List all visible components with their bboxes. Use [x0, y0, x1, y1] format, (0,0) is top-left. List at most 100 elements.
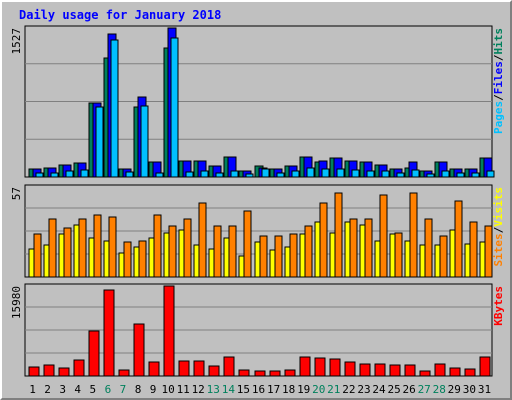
bar-sites-day-11 — [183, 218, 192, 278]
panel-top-legend: Pages/Files/Hits — [492, 28, 505, 134]
x-tick-label: 29 — [448, 383, 461, 396]
bar-pages-day-24 — [381, 170, 390, 178]
legend-separator: / — [492, 54, 505, 61]
bar-pages-day-27 — [426, 173, 435, 178]
bar-sites-day-20 — [319, 202, 328, 278]
x-tick-label: 2 — [44, 383, 51, 396]
bar-kbytes-day-24 — [374, 363, 386, 377]
bar-kbytes-day-26 — [404, 364, 416, 377]
bar-sites-day-25 — [394, 232, 403, 278]
x-tick-label: 27 — [418, 383, 431, 396]
x-tick-label: 28 — [433, 383, 446, 396]
bar-kbytes-day-9 — [148, 361, 160, 377]
x-tick-label: 6 — [105, 383, 112, 396]
bar-sites-day-24 — [379, 194, 388, 278]
bar-pages-day-2 — [50, 172, 59, 178]
series-sites — [33, 192, 493, 278]
bar-sites-day-15 — [243, 210, 252, 278]
bar-sites-day-22 — [349, 218, 358, 278]
bar-sites-day-18 — [289, 233, 298, 278]
bar-sites-day-27 — [424, 218, 433, 278]
bar-sites-day-23 — [364, 218, 373, 278]
bar-kbytes-day-8 — [133, 323, 145, 377]
bar-pages-day-17 — [276, 172, 285, 178]
bar-sites-day-30 — [469, 221, 478, 278]
bar-kbytes-day-2 — [43, 364, 55, 377]
bar-sites-day-4 — [78, 218, 87, 278]
bar-sites-day-28 — [439, 235, 448, 278]
x-tick-label: 10 — [161, 383, 174, 396]
x-tick-label: 21 — [327, 383, 340, 396]
series-visits — [28, 221, 488, 278]
x-tick-label: 30 — [463, 383, 476, 396]
panel-middle-ymax-label: 57 — [10, 187, 23, 200]
bar-kbytes-day-1 — [28, 366, 40, 377]
x-tick-label: 5 — [89, 383, 96, 396]
x-tick-label: 3 — [59, 383, 66, 396]
bar-pages-day-9 — [155, 172, 164, 178]
chart-title: Daily usage for January 2018 — [19, 8, 221, 22]
bar-kbytes-day-25 — [389, 364, 401, 377]
legend-sites: Sites — [492, 233, 505, 266]
bar-kbytes-day-12 — [193, 360, 205, 377]
bar-kbytes-day-22 — [344, 361, 356, 377]
bar-pages-day-1 — [35, 172, 44, 178]
legend-separator: / — [492, 94, 505, 101]
bar-sites-day-13 — [213, 225, 222, 278]
bar-kbytes-day-16 — [254, 370, 266, 377]
bar-pages-day-26 — [411, 169, 420, 178]
x-tick-label: 7 — [120, 383, 127, 396]
bar-pages-day-10 — [170, 37, 179, 178]
bar-sites-day-26 — [409, 192, 418, 278]
bar-kbytes-day-11 — [178, 360, 190, 377]
bar-sites-day-10 — [168, 225, 177, 278]
bar-pages-day-25 — [396, 172, 405, 178]
bar-kbytes-day-15 — [238, 369, 250, 377]
panel-bottom: 15980 KBytes — [10, 283, 505, 377]
legend-kbytes: KBytes — [492, 286, 505, 326]
bar-pages-day-29 — [456, 172, 465, 178]
bar-kbytes-day-20 — [314, 357, 326, 377]
bar-sites-day-8 — [138, 240, 147, 278]
bar-pages-day-20 — [321, 168, 330, 178]
bar-pages-day-21 — [336, 168, 345, 178]
bar-kbytes-day-4 — [73, 359, 85, 377]
x-tick-label: 17 — [267, 383, 280, 396]
panel-bottom-ymax-label: 15980 — [10, 286, 23, 319]
bar-kbytes-day-6 — [103, 289, 115, 377]
bar-sites-day-17 — [274, 235, 283, 278]
x-tick-label: 23 — [357, 383, 370, 396]
bar-pages-day-11 — [185, 171, 194, 178]
bar-kbytes-day-17 — [269, 370, 281, 377]
x-tick-label: 1 — [29, 383, 36, 396]
bar-kbytes-day-21 — [329, 358, 341, 377]
x-tick-label: 26 — [402, 383, 415, 396]
bar-kbytes-day-18 — [284, 369, 296, 377]
bar-sites-day-6 — [108, 216, 117, 278]
legend-separator: / — [492, 226, 505, 233]
series-pages — [35, 37, 495, 178]
bar-pages-day-23 — [366, 170, 375, 178]
x-tick-label: 16 — [252, 383, 265, 396]
bar-pages-day-22 — [351, 169, 360, 178]
bar-pages-day-19 — [306, 167, 315, 178]
bar-sites-day-12 — [198, 202, 207, 278]
x-axis: 1 2 3 4 5 6 7 8 9 10 11 12 13 14 15 16 17 18 19 20 21 22 23 24 2… — [29, 383, 491, 396]
bar-sites-day-7 — [123, 241, 132, 278]
x-tick-label: 12 — [192, 383, 205, 396]
bar-pages-day-15 — [245, 173, 254, 178]
bar-kbytes-day-10 — [163, 285, 175, 377]
bar-sites-day-14 — [228, 225, 237, 278]
bar-sites-day-5 — [93, 214, 102, 278]
x-tick-label: 11 — [177, 383, 190, 396]
bar-pages-day-30 — [471, 172, 480, 178]
bar-sites-day-29 — [454, 200, 463, 278]
x-tick-label: 24 — [372, 383, 386, 396]
bar-pages-day-31 — [486, 170, 495, 178]
series-kbytes — [28, 285, 491, 377]
panel-top-ymax-label: 1527 — [10, 28, 23, 55]
bar-kbytes-day-5 — [88, 330, 100, 377]
legend-hits: Hits — [492, 28, 505, 55]
